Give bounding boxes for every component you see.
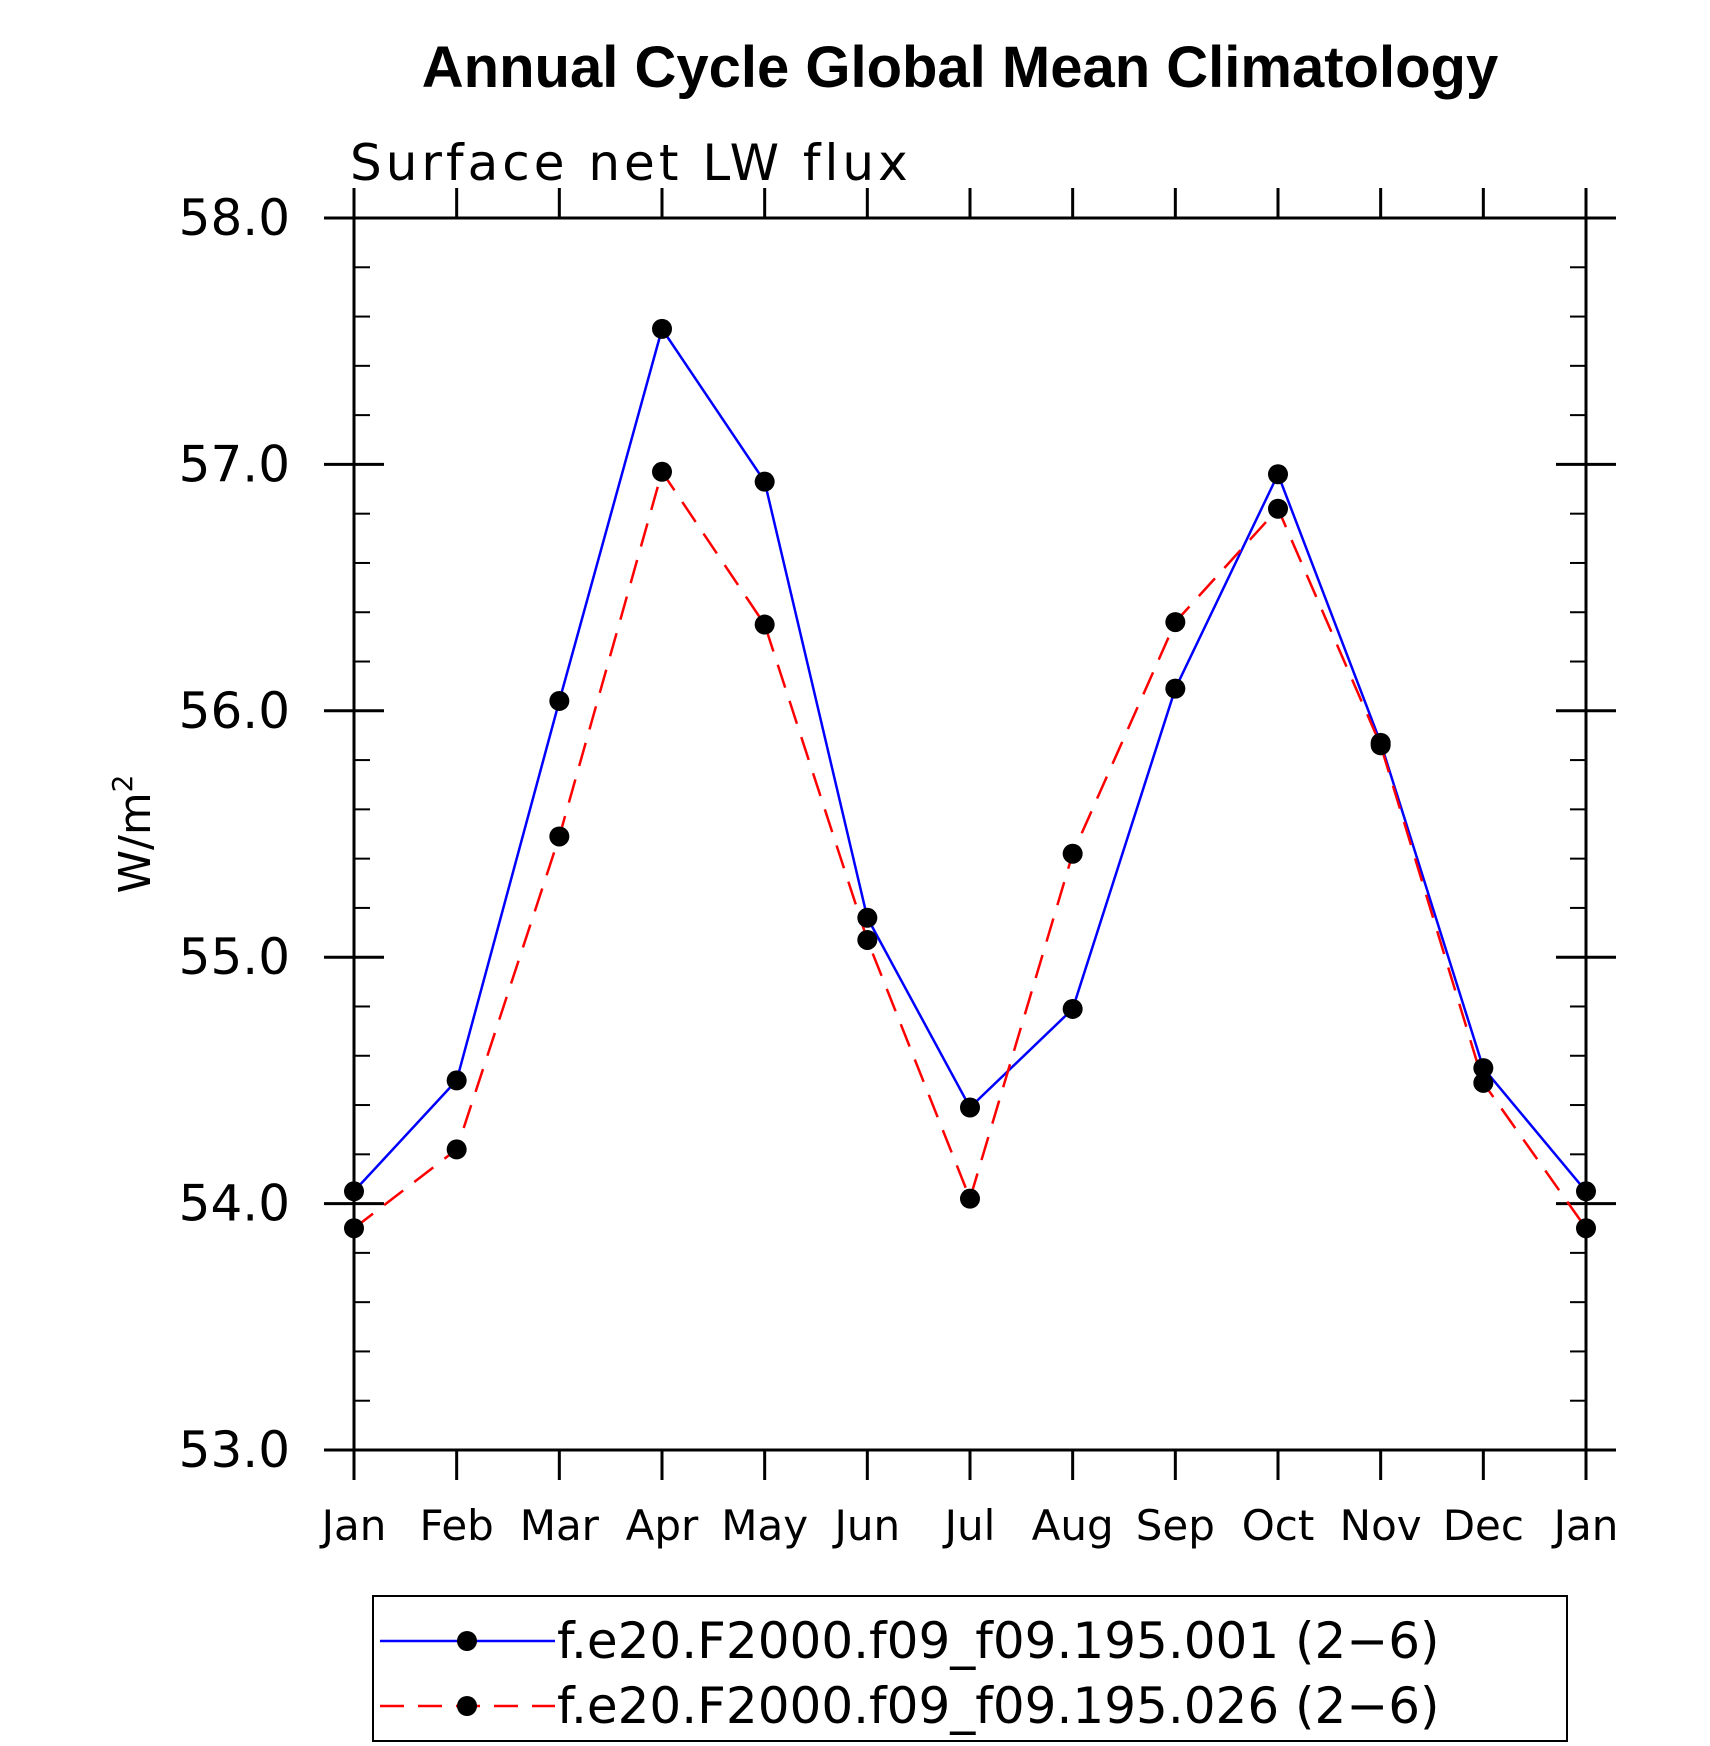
series-1-point — [1576, 1181, 1596, 1202]
x-tick-label: Feb — [419, 1501, 493, 1550]
series-2-point — [1473, 1072, 1494, 1093]
plot-frame — [352, 216, 1588, 1452]
axis-ticks — [324, 188, 1616, 1480]
y-axis-label: W/m2 — [106, 774, 161, 893]
series-1-point — [857, 907, 878, 928]
series-2-point — [344, 1218, 364, 1239]
series-2-point — [754, 614, 775, 635]
series-2-point — [1268, 498, 1288, 519]
y-axis-label-text: W/m — [110, 792, 161, 893]
series-1-point — [1268, 464, 1288, 485]
x-tick-label: Dec — [1443, 1501, 1524, 1550]
x-tick-label: Mar — [520, 1501, 600, 1550]
y-tick-label: 58.0 — [179, 189, 290, 247]
y-tick-label: 53.0 — [179, 1421, 290, 1479]
series-2-point — [1576, 1218, 1596, 1239]
series-1-point — [754, 471, 775, 492]
chart-title: Annual Cycle Global Mean Climatology — [422, 35, 1498, 100]
series-1-point — [960, 1097, 980, 1118]
series-1 — [353, 325, 1587, 1193]
chart-subtitle: Surface net LW flux — [350, 134, 912, 192]
y-tick-label: 57.0 — [179, 435, 290, 493]
x-tick-label: Sep — [1136, 1501, 1215, 1550]
series-2-point — [1165, 612, 1186, 633]
series-layer — [344, 318, 1596, 1239]
series-1-point — [652, 318, 672, 339]
legend-marker-2 — [457, 1696, 477, 1716]
y-axis-label-superscript: 2 — [106, 774, 139, 792]
series-2-point — [1062, 843, 1083, 864]
series-1-markers — [344, 318, 1596, 1202]
x-tick-label: Jul — [942, 1501, 996, 1550]
x-tick-label: Jan — [319, 1501, 387, 1550]
x-tick-label: Jun — [832, 1501, 901, 1550]
series-1-point — [1165, 678, 1186, 699]
series-1-point — [549, 690, 570, 711]
x-tick-label: May — [721, 1501, 808, 1550]
legend-label-1: f.e20.F2000.f09_f09.195.001 (2−6) — [557, 1612, 1440, 1670]
series-1-point — [344, 1181, 364, 1202]
y-tick-label: 56.0 — [179, 682, 290, 740]
x-tick-label: Jan — [1551, 1501, 1619, 1550]
series-2-point — [960, 1188, 980, 1209]
series-2-point — [446, 1139, 467, 1160]
series-2-point — [652, 461, 672, 482]
series-1-point — [446, 1070, 467, 1091]
series-1-line — [353, 325, 1587, 1193]
legend: f.e20.F2000.f09_f09.195.001 (2−6) f.e20.F… — [380, 1612, 1440, 1735]
x-tick-labels: Jan Feb Mar Apr May Jun Jul Aug Sep Oct Nov Dec Jan — [319, 1501, 1619, 1550]
x-tick-label: Oct — [1242, 1501, 1315, 1550]
y-tick-label: 54.0 — [179, 1175, 290, 1233]
x-tick-label: Aug — [1032, 1501, 1114, 1550]
series-1-point — [1473, 1058, 1494, 1079]
series-2-point — [549, 826, 570, 847]
y-tick-label: 55.0 — [179, 928, 290, 986]
x-tick-label: Nov — [1340, 1501, 1422, 1550]
y-tick-labels: 53.0 54.0 55.0 56.0 57.0 58.0 — [179, 189, 290, 1479]
series-2-point — [1370, 735, 1391, 756]
x-tick-label: Apr — [626, 1501, 699, 1550]
series-2-markers — [344, 461, 1596, 1239]
legend-label-2: f.e20.F2000.f09_f09.195.026 (2−6) — [557, 1677, 1440, 1735]
legend-box — [372, 1595, 1568, 1742]
series-2-point — [857, 929, 878, 950]
legend-marker-1 — [457, 1631, 477, 1651]
series-1-point — [1062, 998, 1083, 1019]
